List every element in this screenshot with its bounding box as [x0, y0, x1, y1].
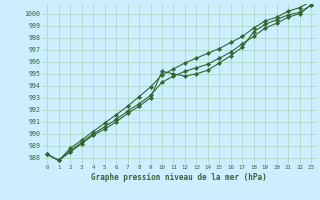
X-axis label: Graphe pression niveau de la mer (hPa): Graphe pression niveau de la mer (hPa)	[91, 173, 267, 182]
